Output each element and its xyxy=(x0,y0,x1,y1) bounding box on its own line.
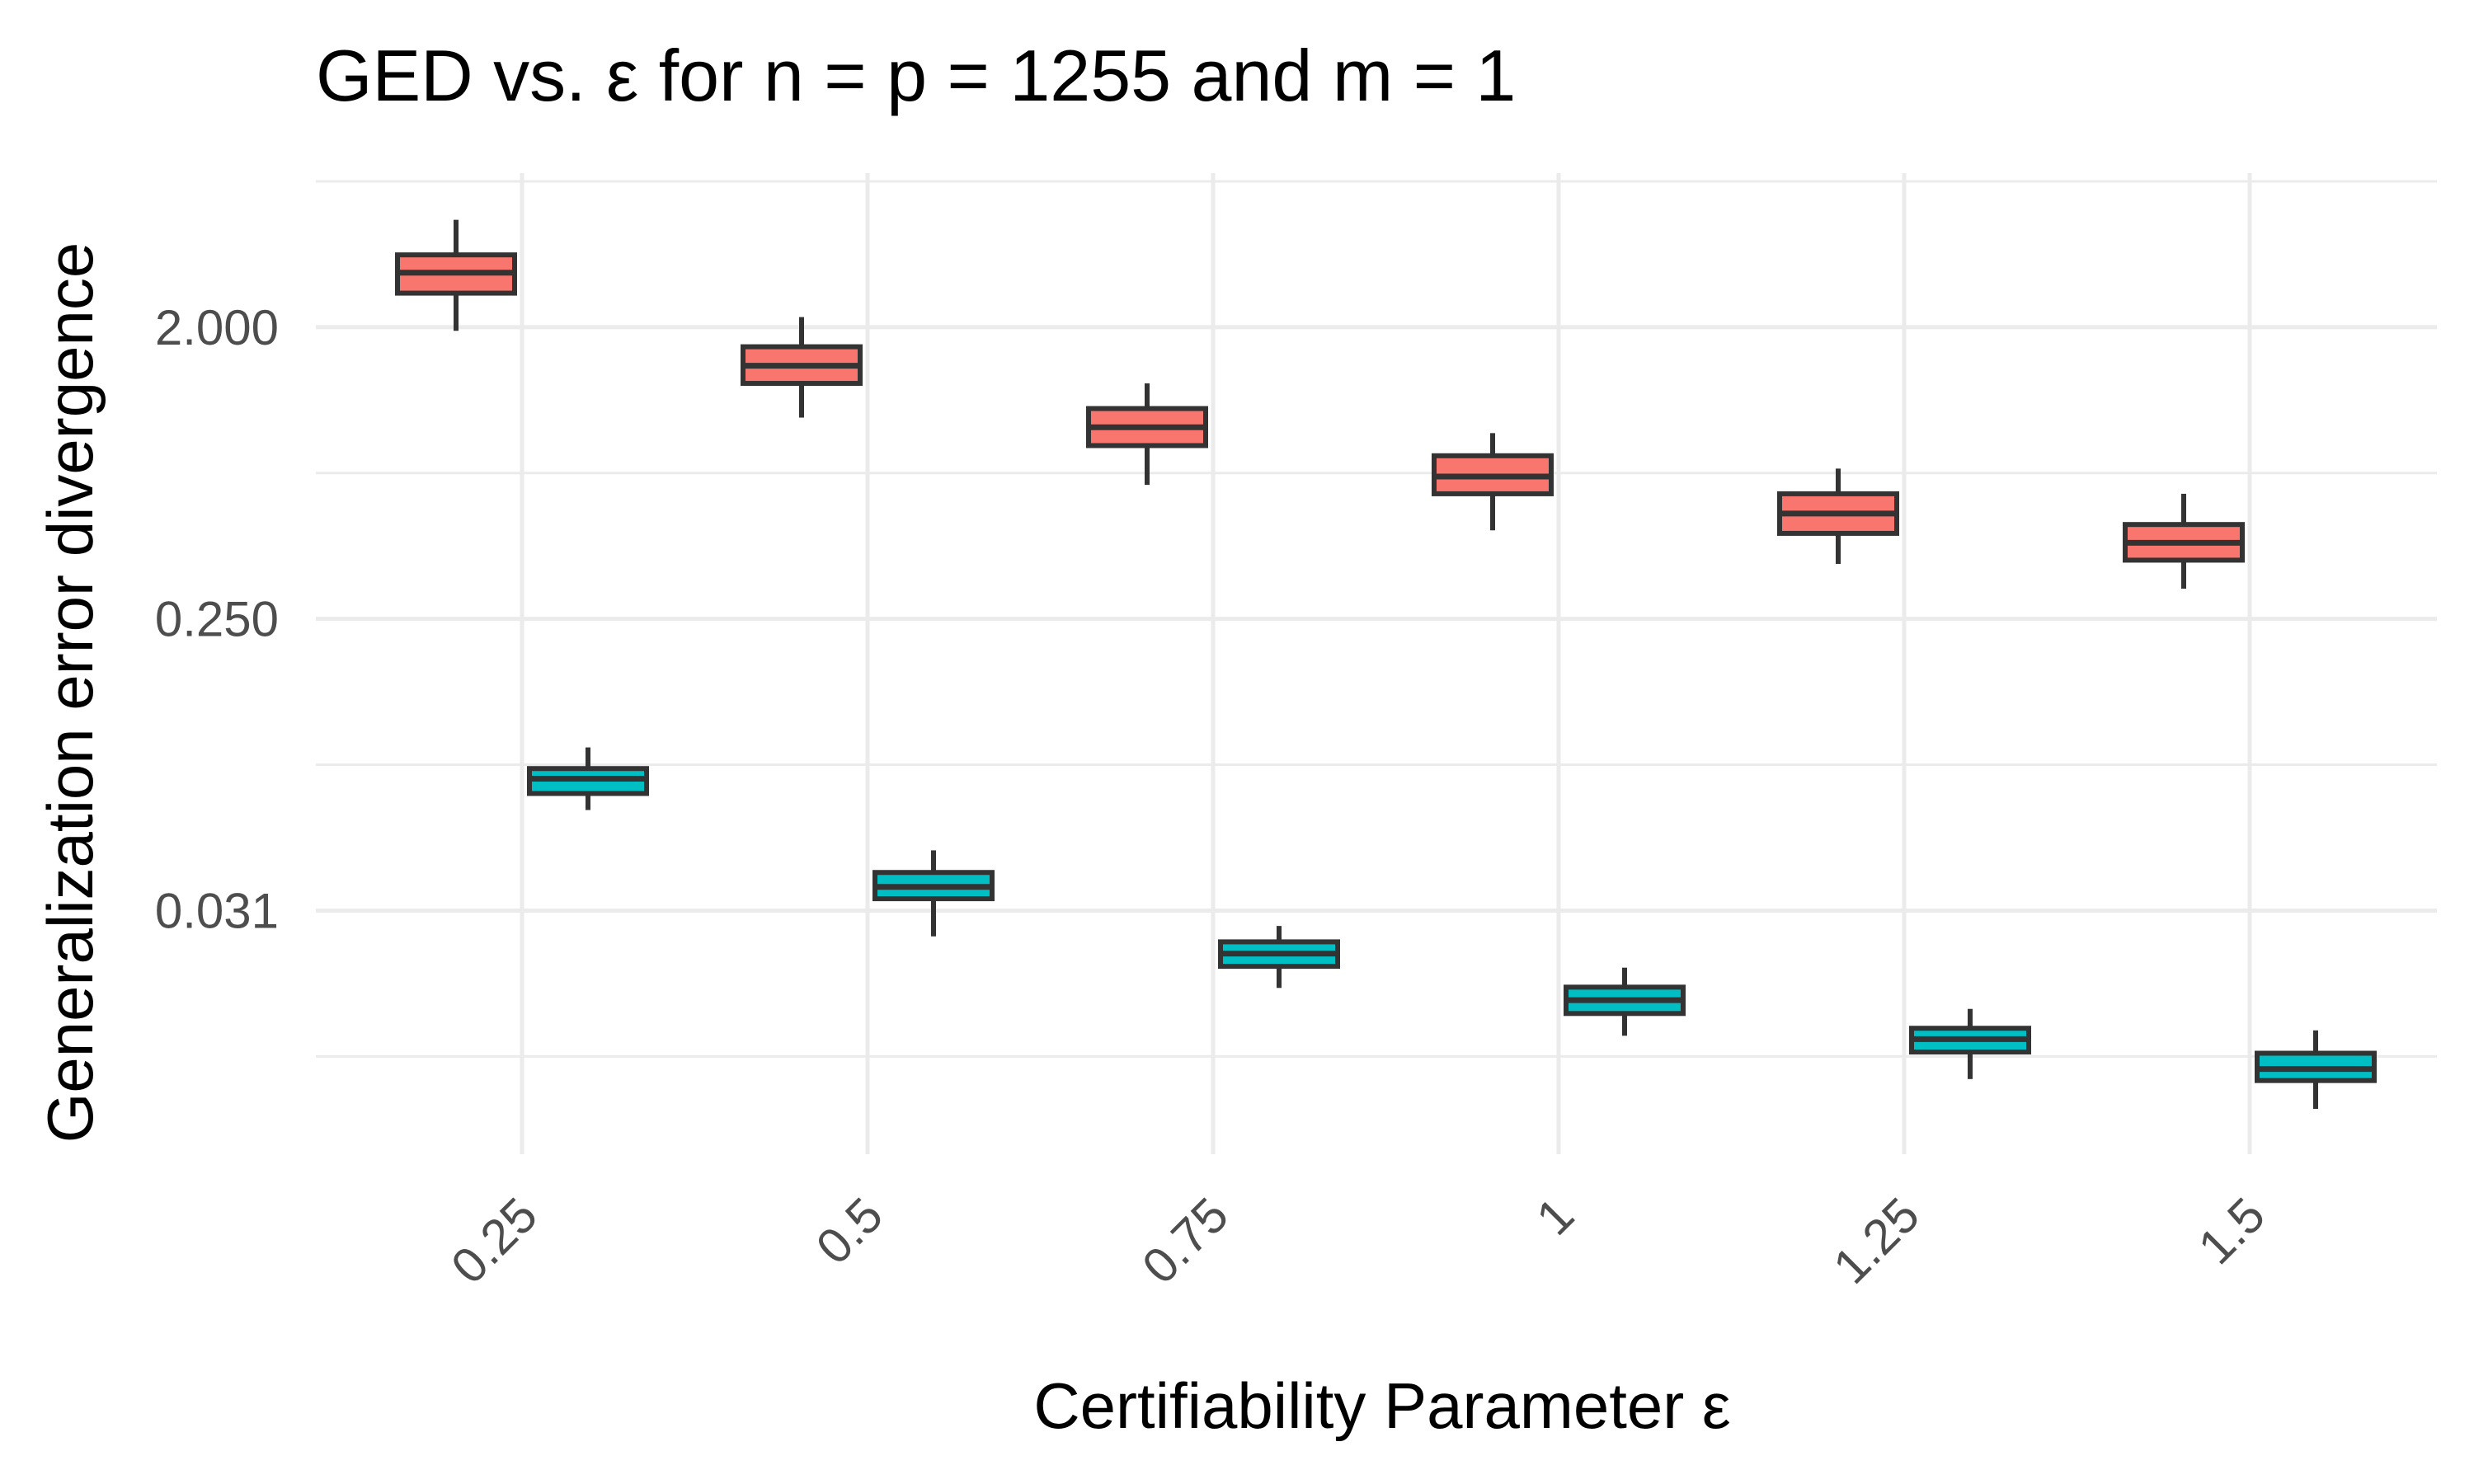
y-tick-label: 0.250 xyxy=(155,592,279,647)
x-tick-label: 1 xyxy=(1526,1187,1584,1246)
x-axis-tick-labels: 0.25 0.5 0.75 1 1.25 1.5 xyxy=(440,1187,2275,1294)
box-plot-mark xyxy=(1564,967,1686,1036)
box-plot-mark xyxy=(1777,468,1899,564)
x-axis-title: Certifiability Parameter ε xyxy=(1033,1369,1730,1442)
series-0 xyxy=(395,219,2245,589)
box-plot-series xyxy=(395,219,2377,1109)
series-1 xyxy=(527,747,2377,1109)
grid xyxy=(316,173,2437,1154)
x-tick-label: 0.5 xyxy=(806,1187,893,1275)
box-plot-mark xyxy=(1909,1008,2031,1079)
chart-title: GED vs. ε for n = p = 1255 and m = 1 xyxy=(316,35,1516,116)
x-tick-label: 1.25 xyxy=(1823,1187,1930,1294)
y-axis-title: Generalization error divergence xyxy=(34,242,106,1144)
box-plot-mark xyxy=(2123,493,2245,589)
x-tick-label: 1.5 xyxy=(2188,1187,2275,1275)
box-plot-mark xyxy=(2255,1030,2377,1109)
box-plot-mark xyxy=(1432,433,1554,531)
box-plot-mark xyxy=(741,317,863,418)
x-tick-label: 0.25 xyxy=(440,1187,548,1294)
x-tick-label: 0.75 xyxy=(1131,1187,1239,1294)
box-plot-mark xyxy=(1086,383,1208,486)
box-plot-mark xyxy=(872,850,995,937)
y-axis-tick-labels: 0.031 0.250 2.000 xyxy=(155,300,279,939)
y-tick-label: 0.031 xyxy=(155,883,279,938)
box-plot-mark xyxy=(395,219,517,331)
box-plot-mark xyxy=(527,747,649,810)
y-tick-label: 2.000 xyxy=(155,300,279,355)
box-plot-mark xyxy=(1218,926,1340,989)
